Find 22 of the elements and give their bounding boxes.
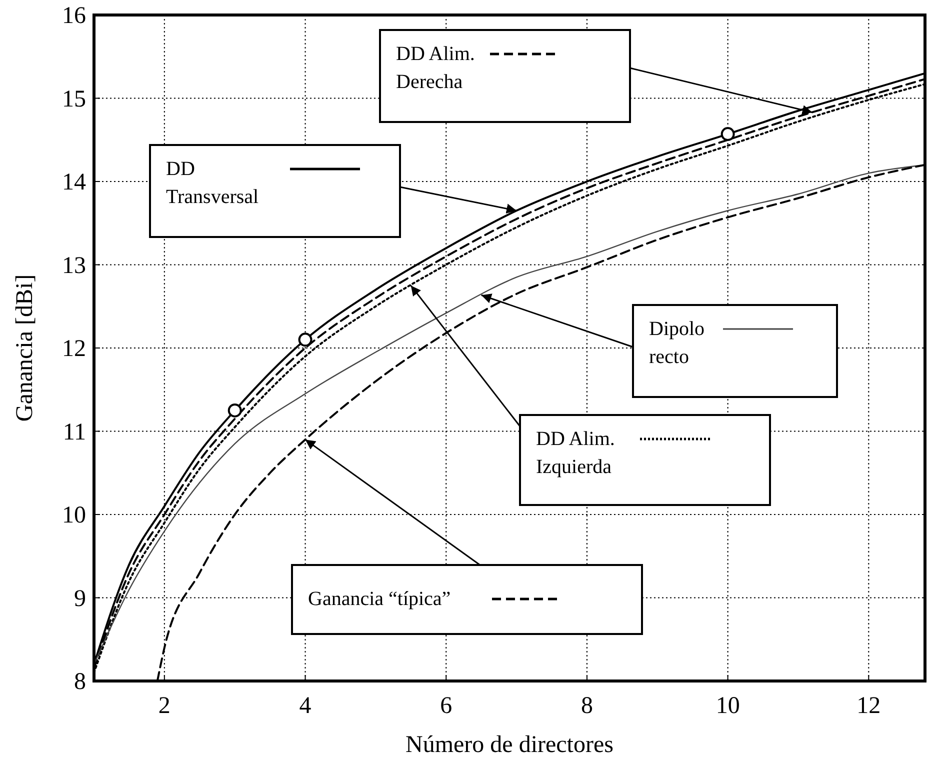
y-tick-label: 11 [62, 419, 86, 446]
legend-label: DD Alim. Derecha [396, 43, 475, 93]
x-axis-title: Número de directores [406, 732, 614, 758]
legend-label: Ganancia “típica” [308, 588, 451, 610]
y-tick-label: 8 [74, 669, 86, 695]
y-tick-label: 9 [74, 586, 86, 612]
x-tick-label: 12 [856, 693, 881, 719]
y-tick-label: 15 [62, 86, 86, 112]
y-tick-label: 12 [62, 336, 86, 362]
y-axis-title: Ganancia [dBi] [12, 274, 38, 422]
y-tick-label: 13 [62, 252, 86, 279]
y-tick-label: 16 [62, 3, 86, 29]
x-tick-label: 8 [580, 693, 593, 719]
x-tick-label: 10 [716, 693, 740, 719]
legend-label: DD Transversal [166, 158, 260, 208]
y-tick-label: 14 [62, 170, 86, 196]
x-tick-label: 4 [299, 693, 312, 719]
legend-label: DD Alim. Izquierda [536, 428, 615, 478]
legend-label: Dipolo recto [649, 318, 705, 368]
y-tick-label: 10 [62, 502, 86, 528]
x-tick-label: 6 [440, 693, 452, 719]
x-tick-label: 2 [158, 693, 170, 719]
